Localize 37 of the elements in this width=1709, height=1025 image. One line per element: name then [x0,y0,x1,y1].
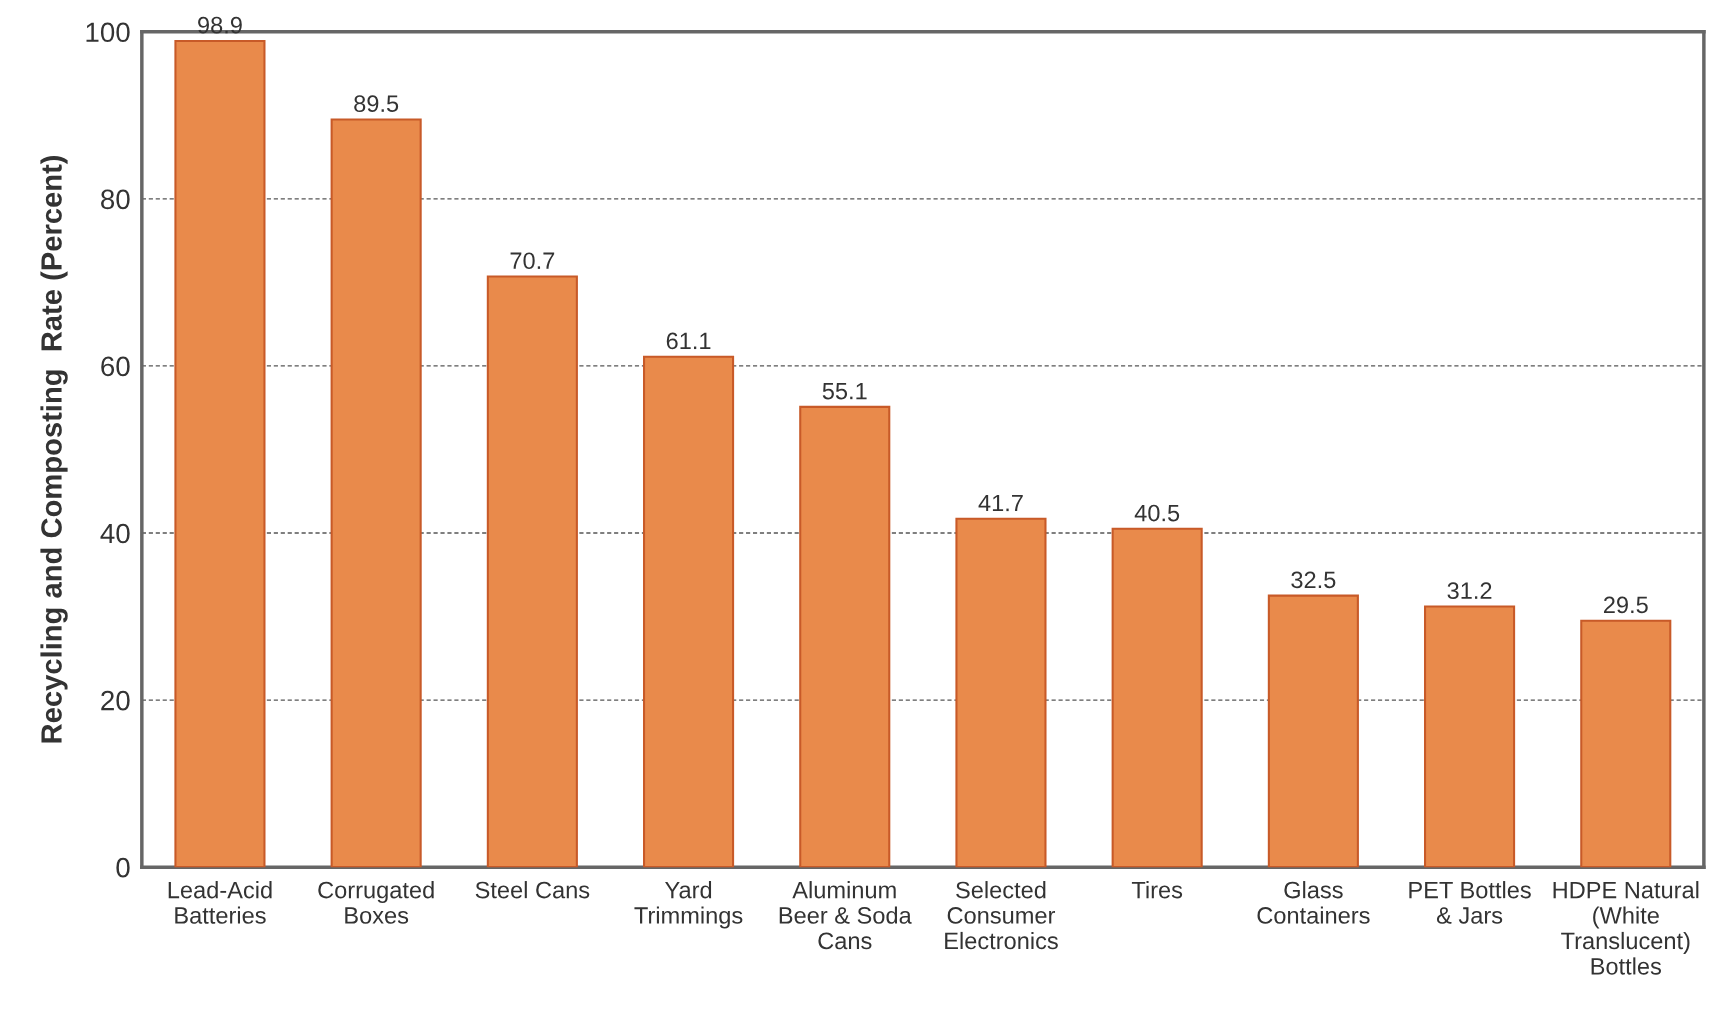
y-tick-label: 100 [86,22,130,43]
bar [330,118,422,868]
x-tick-label: Aluminum Beer & Soda Cans [779,881,912,950]
x-tick-label: Steel Cans [475,881,590,899]
x-tick-label: Corrugated Boxes [318,881,434,924]
bar [799,405,891,868]
y-tick-label: 60 [101,356,130,377]
bar [486,275,578,868]
data-label: 31.2 [1447,582,1492,600]
bar [1424,605,1516,868]
data-label: 70.7 [510,252,555,270]
bar [1267,594,1359,868]
bar [1580,619,1672,868]
x-tick-label: Tires [1131,881,1183,899]
data-label: 55.1 [822,382,867,400]
data-label: 41.7 [978,494,1023,512]
y-axis-title: Recycling and Composting Rate (Percent) [40,155,68,743]
data-label: 32.5 [1291,571,1336,589]
y-tick-label: 80 [101,189,130,210]
data-label: 29.5 [1603,596,1648,614]
data-label: 98.9 [198,16,242,34]
data-label: 40.5 [1134,504,1180,522]
bar [1111,527,1203,868]
x-tick-label: Lead-Acid Batteries [168,881,272,924]
x-tick-label: Yard Trimmings [634,881,743,929]
x-tick-label: HDPE Natural (White Translucent) Bottles [1553,881,1699,975]
y-tick-label: 0 [116,857,130,878]
x-tick-label: Glass Containers [1257,881,1370,924]
bar [174,39,266,868]
x-tick-label: Selected Consumer Electronics [945,881,1058,950]
y-tick-label: 20 [101,690,130,711]
data-label: 61.1 [666,332,711,350]
x-tick-label: PET Bottles & Jars [1409,881,1531,924]
y-tick-label: 40 [100,523,130,544]
bar [643,355,735,868]
data-label: 89.5 [354,95,399,113]
bar [955,517,1047,868]
